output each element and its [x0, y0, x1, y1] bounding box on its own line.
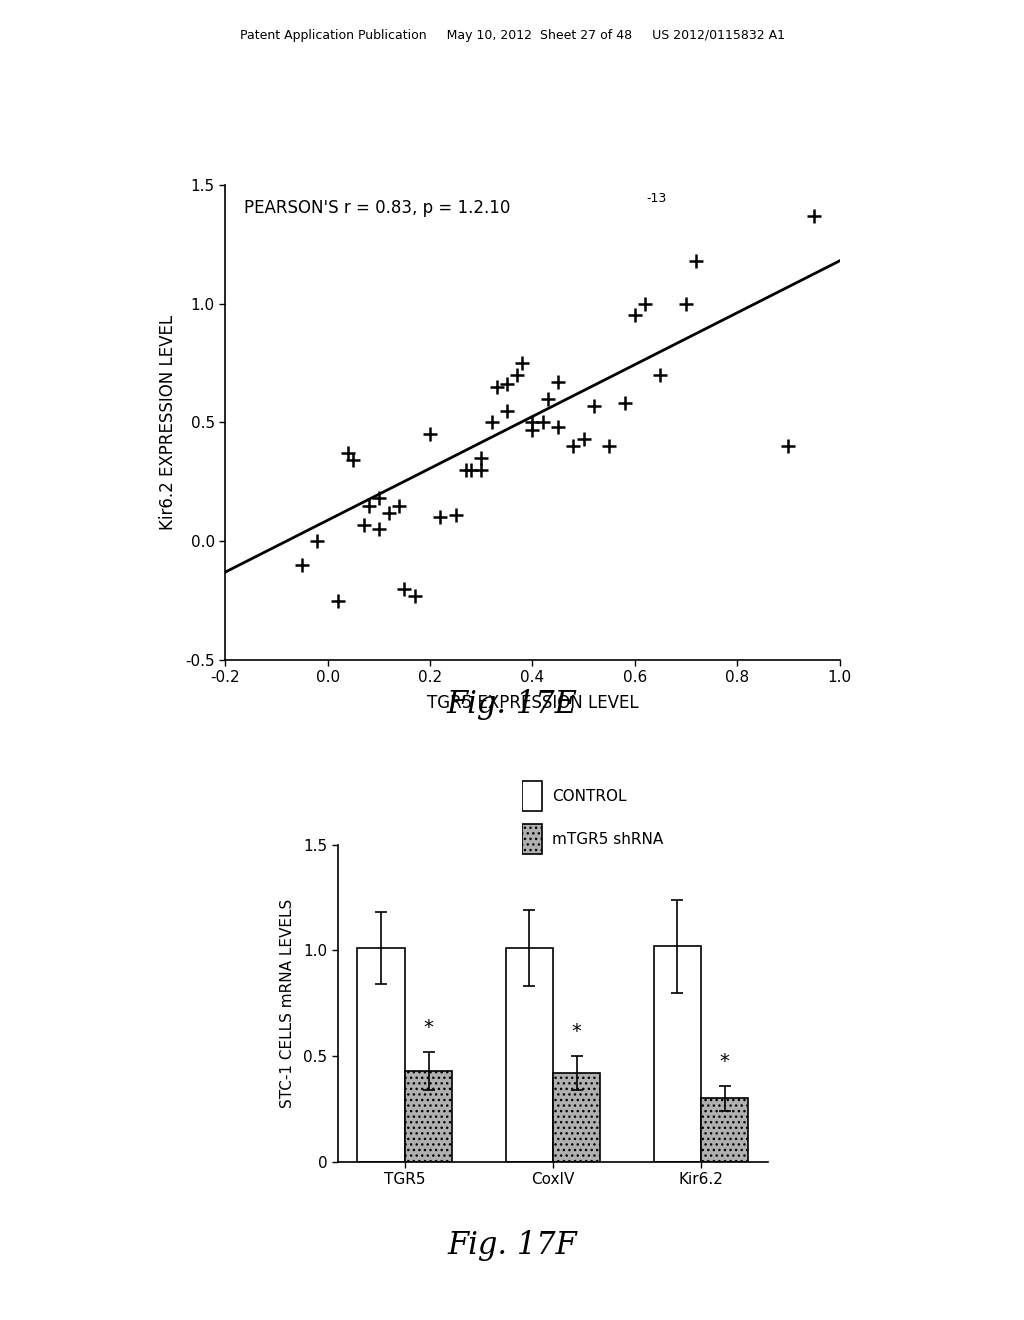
Text: Patent Application Publication     May 10, 2012  Sheet 27 of 48     US 2012/0115: Patent Application Publication May 10, 2…: [240, 29, 784, 42]
Text: Fig. 17E: Fig. 17E: [446, 689, 578, 719]
Bar: [553, 1073, 600, 1162]
FancyBboxPatch shape: [522, 824, 542, 854]
Bar: [701, 1098, 749, 1162]
Bar: [404, 1071, 453, 1162]
Text: PEARSON'S r = 0.83, p = 1.2.10: PEARSON'S r = 0.83, p = 1.2.10: [244, 199, 510, 216]
Bar: [357, 948, 404, 1162]
Text: *: *: [571, 1022, 582, 1041]
Bar: [653, 946, 701, 1162]
FancyBboxPatch shape: [522, 780, 542, 810]
Y-axis label: Kir6.2 EXPRESSION LEVEL: Kir6.2 EXPRESSION LEVEL: [159, 315, 177, 529]
Y-axis label: STC-1 CELLS mRNA LEVELS: STC-1 CELLS mRNA LEVELS: [280, 899, 295, 1107]
Text: CONTROL: CONTROL: [552, 789, 627, 804]
Text: Fig. 17F: Fig. 17F: [447, 1230, 577, 1261]
Bar: [506, 948, 553, 1162]
Text: mTGR5 shRNA: mTGR5 shRNA: [552, 832, 663, 846]
Text: *: *: [720, 1052, 730, 1071]
X-axis label: TGR5 EXPRESSION LEVEL: TGR5 EXPRESSION LEVEL: [427, 694, 638, 711]
Text: -13: -13: [646, 191, 667, 205]
Text: *: *: [424, 1018, 433, 1038]
